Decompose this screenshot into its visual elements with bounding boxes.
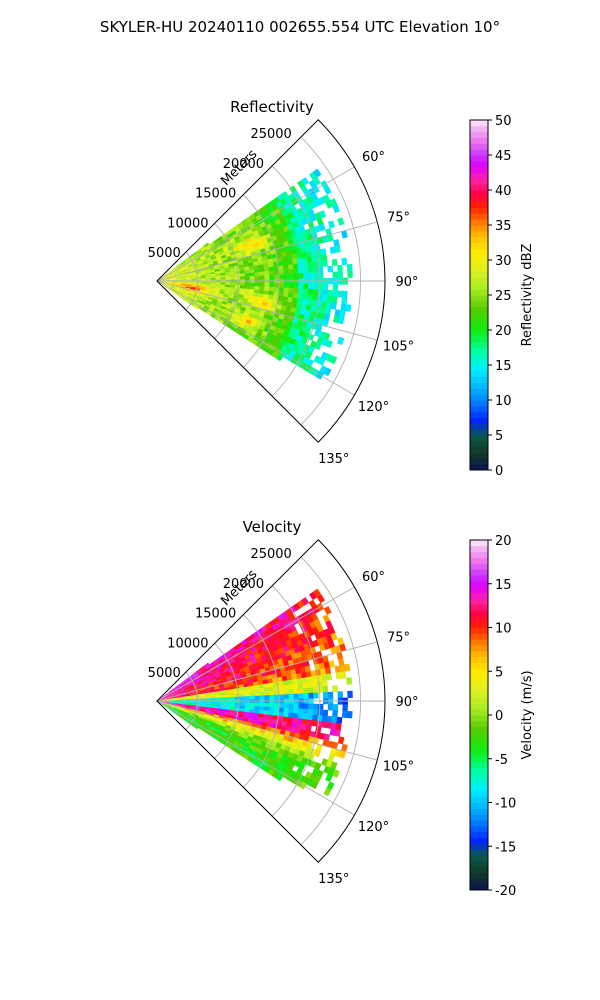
colorbar-tick-label: 25 <box>495 289 512 304</box>
colorbar-tick-label: 10 <box>495 394 512 409</box>
colorbar-tick-label: 0 <box>495 464 503 479</box>
angle-tick-label: 60° <box>362 570 385 585</box>
colorbar-tick-label: 5 <box>495 665 503 680</box>
angle-tick-label: 75° <box>387 210 410 225</box>
azimuth-spoke <box>156 221 378 282</box>
azimuth-spoke <box>156 166 355 282</box>
angle-tick-label: 90° <box>395 275 418 290</box>
colorbar-tick-label: 30 <box>495 254 512 269</box>
panel-reflectivity: 5000 10000 15000 20000 25000 60° 75° 90° 105° 120… <box>148 98 535 479</box>
colorbar: 0 5 10 15 20 25 30 35 40 45 50 Reflectivity dBZ <box>469 114 535 479</box>
angle-tick-label: 120° <box>358 400 389 415</box>
colorbar-tick-label: 45 <box>495 149 512 164</box>
radial-tick-label: 25000 <box>250 127 291 142</box>
figure-title: SKYLER-HU 20240110 002655.554 UTC Elevat… <box>100 18 500 36</box>
azimuth-spoke <box>156 700 355 816</box>
colorbar-tick-label: 5 <box>495 429 503 444</box>
velocity-field <box>157 588 353 797</box>
colorbar-tick-label: -20 <box>495 884 516 899</box>
azimuth-spoke <box>156 280 355 396</box>
colorbar-tick-label: 20 <box>495 324 512 339</box>
colorbar-tick-label: 50 <box>495 114 512 129</box>
colorbar-tick-label: -10 <box>495 797 516 812</box>
azimuth-spoke <box>156 586 355 702</box>
colorbar-label: Reflectivity dBZ <box>520 244 535 347</box>
angle-tick-label: 75° <box>387 630 410 645</box>
radial-tick-label: 20000 <box>223 157 264 172</box>
colorbar-tick-label: 0 <box>495 709 503 724</box>
sector-frame <box>156 539 386 863</box>
radial-tick-label: 15000 <box>195 187 236 202</box>
colorbar-label: Velocity (m/s) <box>520 670 535 759</box>
reflectivity-field <box>157 168 353 380</box>
colorbar-tick-label: 15 <box>495 578 512 593</box>
radial-tick-label: 10000 <box>167 636 208 651</box>
azimuth-spoke <box>156 700 378 761</box>
colorbar-tick-label: 40 <box>495 184 512 199</box>
panel-velocity: 5000 10000 15000 20000 25000 60° 75° 90° 105° 120… <box>148 518 535 899</box>
colorbar-tick-label: 15 <box>495 359 512 374</box>
angle-tick-label: 135° <box>318 452 349 467</box>
angle-tick-label: 135° <box>318 872 349 887</box>
angle-tick-label: 105° <box>383 760 414 775</box>
radial-tick-label: 20000 <box>223 577 264 592</box>
angle-tick-label: 120° <box>358 820 389 835</box>
colorbar: -20 -15 -10 -5 0 5 10 15 20 Velocity (m/s) <box>469 534 535 899</box>
sector-frame <box>156 119 386 443</box>
angle-tick-label: 105° <box>383 340 414 355</box>
colorbar-tick-label: -15 <box>495 840 516 855</box>
radial-tick-label: 5000 <box>148 666 181 681</box>
radial-tick-label: 25000 <box>250 547 291 562</box>
azimuth-spoke <box>156 641 378 702</box>
colorbar-tick-label: 35 <box>495 219 512 234</box>
panel-title: Velocity <box>243 518 302 536</box>
angle-tick-label: 90° <box>395 695 418 710</box>
radar-panels: 50001000015000200002500060°75°90°105°120… <box>148 98 535 899</box>
colorbar-tick-label: 10 <box>495 622 512 637</box>
angle-tick-label: 60° <box>362 150 385 165</box>
radial-tick-label: 15000 <box>195 607 236 622</box>
panel-title: Reflectivity <box>230 98 314 116</box>
azimuth-spoke <box>156 280 378 341</box>
colorbar-tick-label: 20 <box>495 534 512 549</box>
radial-tick-label: 10000 <box>167 216 208 231</box>
colorbar-tick-label: -5 <box>495 753 508 768</box>
radial-tick-label: 5000 <box>148 246 181 261</box>
